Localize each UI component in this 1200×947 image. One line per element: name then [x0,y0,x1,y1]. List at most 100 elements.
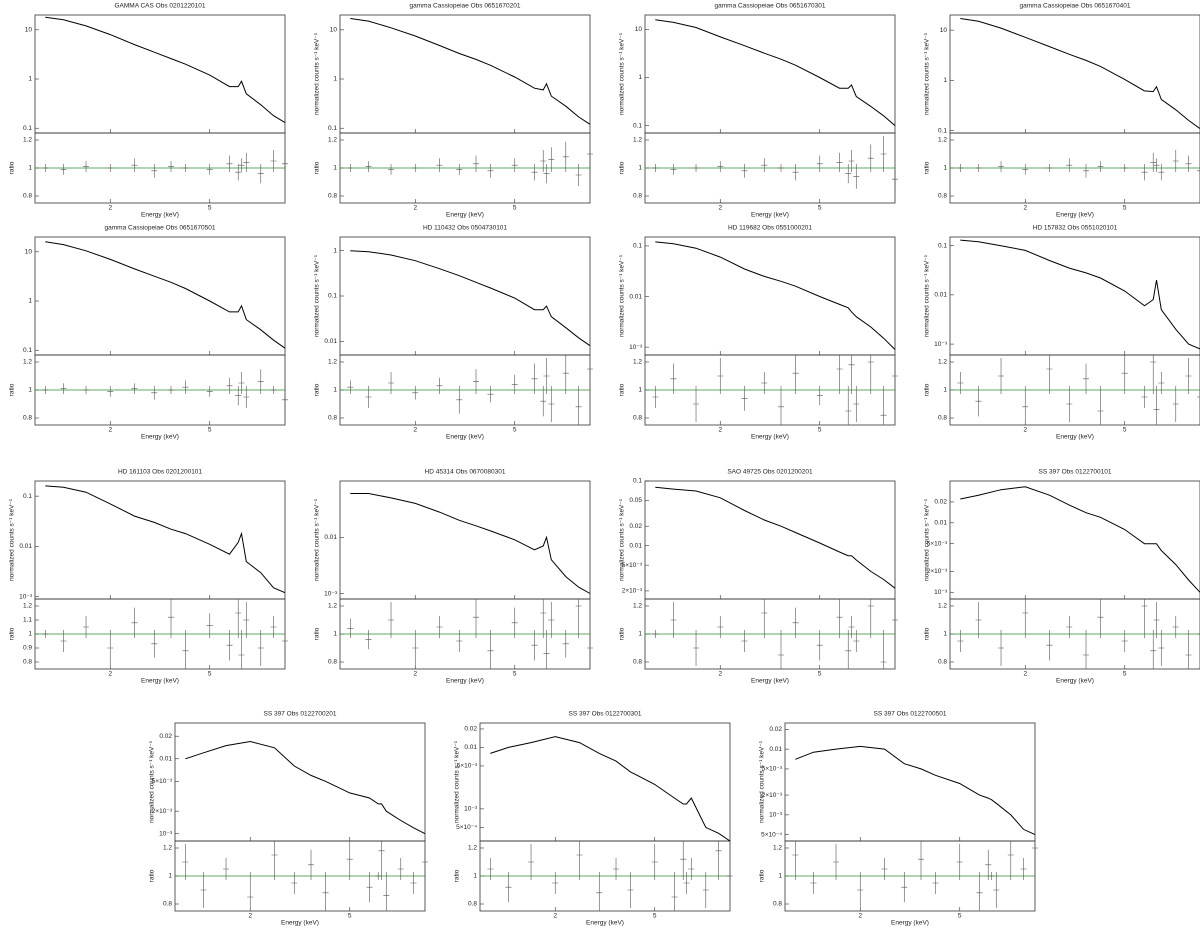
ratio-axis-label: ratio [314,161,321,174]
ratio-tick-label: 1.1 [23,617,32,624]
spectrum-line [960,18,1200,130]
y-tick-label: 0.1 [328,125,337,132]
ratio-point [587,355,593,394]
ratio-point [511,158,518,172]
ratio-axis-label: ratio [149,869,156,882]
y-tick-label: 0.01 [934,520,947,527]
ratio-point [880,136,887,172]
y-axis-label: normalized counts s⁻¹ keV⁻¹ [314,498,321,581]
ratio-point [1172,386,1179,422]
ratio-point [833,844,840,880]
ratio-point [270,616,277,638]
ratio-point [848,355,855,394]
ratio-point [206,164,213,175]
ratio-point [226,377,233,394]
y-tick-label: 0.1 [23,493,32,500]
y-tick-label: 0.1 [633,478,642,485]
y-tick-label: 0.1 [328,293,337,300]
spectrum-panel: gamma Cassiopeiae Obs 0651670201 normaliz… [314,3,593,219]
spectrum-frame [339,14,591,134]
ratio-tick-label: 0.8 [633,193,642,200]
y-tick-label: 2×10⁻³ [762,792,783,799]
ratio-point [182,630,189,669]
y-axis-label: normalized counts s⁻¹ keV⁻¹ [619,32,626,115]
spectrum-line [655,241,896,350]
ratio-point [531,363,538,394]
ratio-point [1046,164,1053,172]
spectrum-line [185,740,426,835]
spectrum-panel: SS 397 Obs 0122700201 normalized counts s… [149,711,428,927]
ratio-point [107,386,114,397]
x-axis-label: Energy (keV) [446,212,484,219]
ratio-point [531,630,538,661]
ratio-point [543,630,550,669]
ratio-axis-label: ratio [454,869,461,882]
ratio-tick-label: 0.8 [328,415,337,422]
ratio-point [1083,363,1090,394]
ratio-axis-label: ratio [619,627,626,640]
y-tick-label: 10⁻³ [629,344,643,351]
ratio-point [238,630,245,669]
ratio-point [975,164,982,172]
ratio-point [741,630,748,652]
ratio-point [998,161,1005,172]
ratio-point [1150,630,1157,669]
ratio-point [308,849,315,880]
ratio-point [652,386,659,408]
panel-title: HD 157832 Obs 0551020101 [1033,225,1118,232]
ratio-point [282,155,288,172]
ratio-point [168,599,175,638]
ratio-tick-label: 0.8 [468,901,477,908]
x-tick-label: 5 [818,427,822,434]
y-tick-label: 1 [28,76,32,83]
ratio-point [1197,630,1200,638]
ratio-tick-label: 0.8 [23,193,32,200]
ratio-point [223,858,230,880]
y-tick-label: 1 [28,298,32,305]
ratio-tick-label: 1.2 [163,845,172,852]
y-tick-label: 0.05 [629,497,642,504]
ratio-point [1032,841,1038,880]
panel-title: SAO 49725 Obs 0201200201 [727,469,813,476]
ratio-point [717,161,724,172]
ratio-point [1046,630,1053,661]
spectrum-line [490,736,731,842]
ratio-point [1097,599,1104,638]
y-tick-label: 0.01 [629,293,642,300]
y-tick-label: 0.02 [629,523,642,530]
ratio-point [540,150,547,172]
ratio-tick-label: 1.2 [633,137,642,144]
ratio-axis-label: ratio [924,383,931,396]
ratio-point [511,374,518,394]
spectrum-frame [949,14,1200,134]
ratio-point [575,164,582,186]
ratio-point [456,386,463,414]
y-tick-label: 10⁻³ [769,812,783,819]
spectrum-panel: HD 110432 Obs 0504730101 normalized count… [314,225,593,441]
ratio-point [761,599,768,638]
ratio-point [60,630,67,652]
ratio-point [810,872,817,894]
ratio-point [206,613,213,638]
ratio-point [548,386,555,422]
x-axis-label: Energy (keV) [1056,212,1094,219]
y-tick-label: 5×10⁻³ [927,540,948,547]
ratio-point [881,858,888,880]
ratio-point [436,158,443,172]
ratio-point [322,872,329,911]
ratio-point [548,602,555,638]
spectrum-panel: HD 45314 Obs 0670080301 normalized counts… [314,469,593,685]
ratio-point [613,858,620,880]
ratio-point [792,164,799,181]
ratio-point [761,372,768,394]
ratio-point [1121,355,1128,394]
ratio-point [1022,386,1029,425]
ratio-point [365,630,372,650]
ratio-point [83,161,90,172]
ratio-axis-label: ratio [619,383,626,396]
ratio-point [456,164,463,175]
spectrum-frame [644,236,896,356]
ratio-point [892,602,898,638]
ratio-point [587,136,593,172]
x-tick-label: 2 [413,671,417,678]
